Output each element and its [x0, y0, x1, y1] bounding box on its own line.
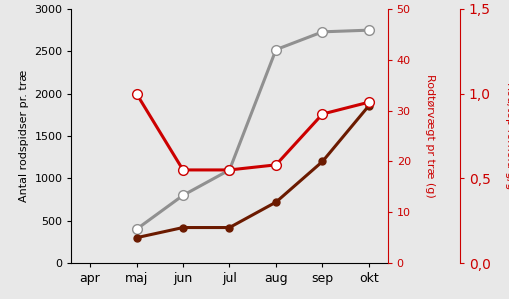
- Y-axis label: Rod/top forhold g/g: Rod/top forhold g/g: [504, 83, 509, 190]
- Y-axis label: Rodtørvægt pr træ (g): Rodtørvægt pr træ (g): [424, 74, 434, 198]
- Y-axis label: Antal rodspidser pr. træ: Antal rodspidser pr. træ: [19, 70, 29, 202]
